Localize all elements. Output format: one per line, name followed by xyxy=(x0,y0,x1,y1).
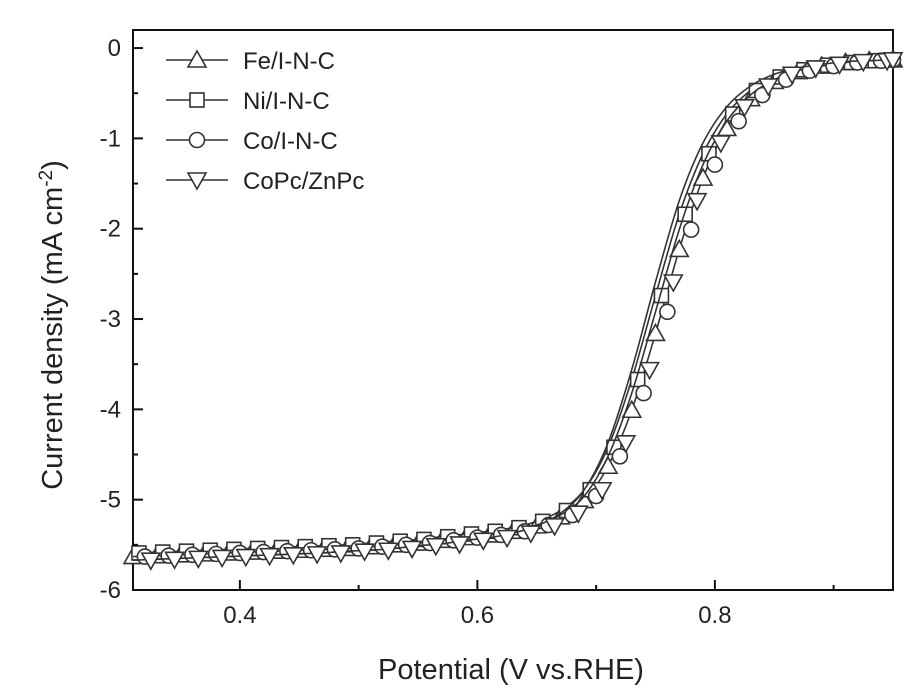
legend-item-fe-i-n-c: Fe/I-N-C xyxy=(166,48,335,75)
data-point-copc-znpc xyxy=(591,481,613,501)
data-point-copc-znpc xyxy=(140,552,162,571)
data-point-copc-znpc xyxy=(235,548,257,568)
y-axis-title-close: ) xyxy=(37,160,69,170)
y-axis-title: Current density (mA cm-2) xyxy=(36,160,70,490)
data-point-copc-znpc xyxy=(882,52,904,71)
data-point-copc-znpc xyxy=(615,434,637,454)
y-tick-label: -1 xyxy=(100,125,121,152)
legend-item-copc-znpc: CoPc/ZnPc xyxy=(166,168,364,195)
data-point-copc-znpc xyxy=(520,525,542,544)
y-axis-title-superscript: -2 xyxy=(36,170,57,187)
data-point-ni-i-n-c xyxy=(677,206,693,223)
legend-item-co-i-n-c: Co/I-N-C xyxy=(166,128,338,155)
x-tick-label: 0.4 xyxy=(223,602,256,629)
data-point-fe-i-n-c xyxy=(621,399,643,419)
data-point-copc-znpc xyxy=(472,532,494,551)
data-point-copc-znpc xyxy=(330,545,352,564)
y-tick-label: -6 xyxy=(100,577,121,604)
y-tick-label: -3 xyxy=(100,306,121,333)
legend-label: CoPc/ZnPc xyxy=(243,168,364,195)
legend-label: Fe/I-N-C xyxy=(243,48,335,75)
x-tick-label: 0.6 xyxy=(461,602,494,629)
data-point-copc-znpc xyxy=(354,543,375,562)
plot-frame xyxy=(132,29,894,591)
y-axis-title-main: Current density (mA cm xyxy=(37,187,69,490)
data-point-copc-znpc xyxy=(805,60,827,79)
y-tick-label: -2 xyxy=(100,216,121,243)
series-line-copc-znpc xyxy=(132,59,894,561)
data-point-co-i-n-c xyxy=(635,384,652,402)
data-point-copc-znpc xyxy=(306,546,328,565)
data-point-copc-znpc xyxy=(781,66,803,85)
data-point-copc-znpc xyxy=(425,537,447,557)
data-point-copc-znpc xyxy=(567,505,589,524)
legend-label: Ni/I-N-C xyxy=(243,88,330,115)
data-point-copc-znpc xyxy=(710,135,732,154)
legend-marker xyxy=(188,131,206,149)
data-point-copc-znpc xyxy=(686,192,708,212)
x-tick-label: 0.8 xyxy=(698,602,731,629)
legend: Fe/I-N-C Ni/I-N-C Co/I-N-C CoPc/ZnPc xyxy=(166,48,364,195)
plot-area: 0.4 0.6 0.8 0 -1 -2 -3 -4 -5 -6 xyxy=(100,29,904,629)
data-point-co-i-n-c xyxy=(611,448,629,465)
x-axis-title: Potential (V vs.RHE) xyxy=(378,654,644,686)
data-point-copc-znpc xyxy=(662,274,684,293)
legend-marker xyxy=(186,172,208,191)
series-copc-znpc xyxy=(132,52,904,571)
data-point-copc-znpc xyxy=(852,53,874,73)
data-point-copc-znpc xyxy=(496,529,518,549)
legend-item-ni-i-n-c: Ni/I-N-C xyxy=(166,88,330,115)
data-point-copc-znpc xyxy=(401,540,423,560)
data-point-copc-znpc xyxy=(377,542,399,561)
data-point-fe-i-n-c xyxy=(645,322,666,342)
data-point-co-i-n-c xyxy=(706,156,724,173)
data-point-copc-znpc xyxy=(639,361,660,381)
y-tick-label: -5 xyxy=(100,487,121,514)
data-point-co-i-n-c xyxy=(682,221,700,238)
data-point-copc-znpc xyxy=(449,536,470,555)
data-point-copc-znpc xyxy=(187,550,209,570)
data-point-co-i-n-c xyxy=(659,303,676,321)
data-point-copc-znpc xyxy=(211,549,233,569)
legend-marker xyxy=(186,49,208,68)
data-point-copc-znpc xyxy=(734,98,755,118)
data-point-copc-znpc xyxy=(282,546,304,566)
data-point-copc-znpc xyxy=(829,56,850,75)
data-point-copc-znpc xyxy=(259,547,280,567)
legend-marker xyxy=(189,92,205,108)
y-tick-label: -4 xyxy=(100,396,121,423)
y-tick-label: 0 xyxy=(108,35,121,62)
ticks-layer: 0.4 0.6 0.8 0 -1 -2 -3 -4 -5 -6 xyxy=(100,35,835,629)
data-point-copc-znpc xyxy=(164,551,185,570)
data-point-copc-znpc xyxy=(544,518,565,537)
series-layer xyxy=(122,49,904,571)
data-point-copc-znpc xyxy=(757,78,779,97)
data-point-co-i-n-c xyxy=(730,112,747,130)
legend-label: Co/I-N-C xyxy=(243,128,338,155)
data-point-fe-i-n-c xyxy=(668,238,690,258)
